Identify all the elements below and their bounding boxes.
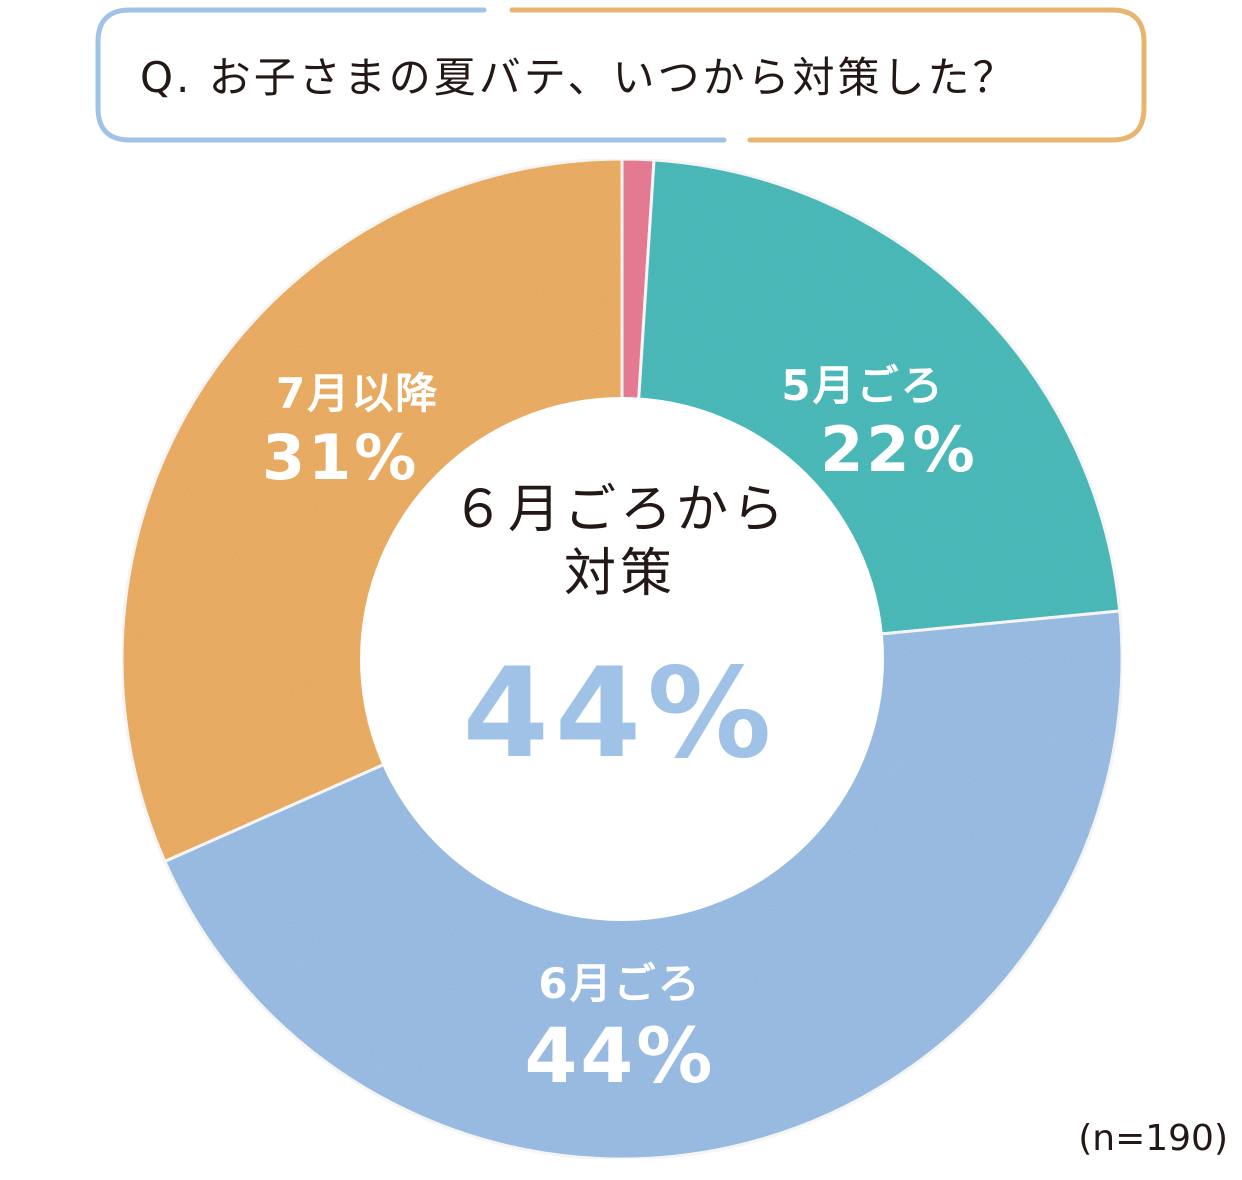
donut-hole	[360, 397, 884, 921]
center-value: 44%	[462, 642, 778, 786]
slice-percent-may: 22%	[820, 413, 978, 486]
center-highlight: ６月ごろから 対策 44%	[420, 478, 820, 786]
slice-label-june: 6月ごろ 44%	[500, 950, 740, 1100]
sample-size-note: (n=190)	[1078, 1118, 1228, 1159]
slice-name-may: 5月ごろ	[781, 361, 945, 410]
frame-right-bracket	[509, 7, 1147, 143]
center-line-1: ６月ごろから	[451, 480, 788, 540]
question-frame	[95, 7, 1147, 143]
slice-percent-june: 44%	[524, 1011, 716, 1100]
slice-percent-july: 31%	[262, 421, 420, 494]
question-title: Q. お子さまの夏バテ、いつから対策した？	[140, 53, 1018, 102]
slice-label-july: 7月以降 31%	[262, 360, 502, 494]
slice-name-july: 7月以降	[276, 369, 440, 418]
frame-left-bracket	[95, 7, 727, 143]
slice-name-june: 6月ごろ	[538, 959, 702, 1008]
slice-label-may: 5月ごろ 22%	[748, 352, 978, 486]
center-line-2: 対策	[563, 544, 676, 604]
